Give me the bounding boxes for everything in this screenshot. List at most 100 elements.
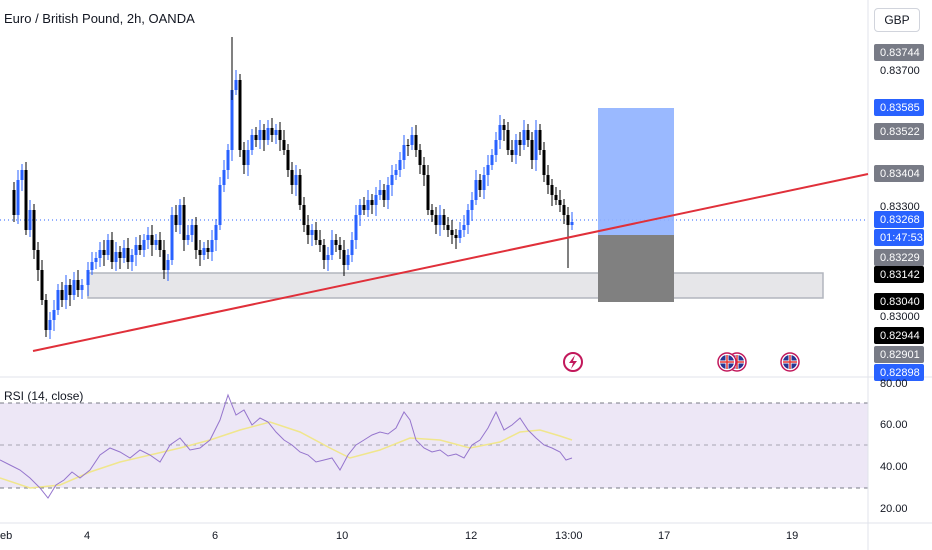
candle bbox=[40, 260, 44, 305]
candle bbox=[446, 217, 450, 237]
candle bbox=[502, 119, 506, 141]
candle bbox=[506, 122, 510, 155]
candle bbox=[102, 240, 106, 266]
price-tag-label: 0.83268 bbox=[880, 214, 920, 226]
price-tag: 0.82901 bbox=[874, 346, 924, 363]
lightning-event-icon[interactable] bbox=[563, 352, 583, 372]
price-tag-label: 0.82901 bbox=[880, 349, 920, 361]
uk-flag-icon[interactable] bbox=[780, 352, 800, 372]
candle bbox=[406, 139, 410, 156]
candle bbox=[138, 235, 142, 255]
candle bbox=[410, 127, 414, 150]
candle bbox=[24, 162, 28, 235]
candle bbox=[210, 230, 214, 261]
candle bbox=[194, 217, 198, 259]
price-tag: 01:47:53 bbox=[874, 229, 924, 246]
candle bbox=[254, 127, 258, 147]
candle bbox=[550, 179, 554, 206]
candle bbox=[150, 225, 154, 256]
position-stop-zone[interactable] bbox=[598, 235, 674, 302]
candle bbox=[282, 130, 286, 155]
candle bbox=[426, 165, 430, 215]
candle bbox=[350, 232, 354, 262]
price-tag: 0.83744 bbox=[874, 44, 924, 61]
candle bbox=[526, 124, 530, 147]
candle bbox=[482, 167, 486, 199]
candle bbox=[522, 120, 526, 150]
candle bbox=[514, 134, 518, 164]
candle bbox=[242, 142, 246, 174]
rsi-tick: 60.00 bbox=[880, 419, 908, 431]
time-label: 10 bbox=[336, 530, 348, 542]
candle bbox=[146, 227, 150, 249]
candle bbox=[430, 204, 434, 222]
candle bbox=[32, 204, 36, 259]
candle bbox=[434, 207, 438, 234]
time-label: 6 bbox=[212, 530, 218, 542]
chart-title: Euro / British Pound, 2h, OANDA bbox=[4, 11, 195, 26]
candle bbox=[386, 177, 390, 209]
candle bbox=[170, 207, 174, 265]
candle bbox=[16, 170, 20, 224]
candle bbox=[358, 199, 362, 226]
candle bbox=[510, 140, 514, 162]
candle bbox=[274, 124, 278, 144]
candle bbox=[490, 149, 494, 170]
candle bbox=[290, 162, 294, 194]
price-tick: 0.83000 bbox=[880, 311, 920, 323]
candle bbox=[262, 124, 266, 151]
candle bbox=[530, 132, 534, 169]
candle bbox=[174, 205, 178, 232]
price-tag-label: 0.83229 bbox=[880, 252, 920, 264]
candle bbox=[182, 197, 186, 251]
price-tag: 0.83229 bbox=[874, 249, 924, 266]
candle bbox=[470, 192, 474, 221]
candle bbox=[318, 230, 322, 252]
candle bbox=[310, 224, 314, 246]
candle bbox=[76, 270, 80, 297]
price-tag-label: 0.83142 bbox=[880, 269, 920, 281]
candle bbox=[478, 174, 482, 197]
price-tag-label: 0.83040 bbox=[880, 296, 920, 308]
price-tag-label: 0.83522 bbox=[880, 126, 920, 138]
candle bbox=[422, 157, 426, 186]
candle bbox=[36, 242, 40, 281]
position-target-zone[interactable] bbox=[598, 108, 674, 235]
rsi-tick: 20.00 bbox=[880, 503, 908, 515]
candle bbox=[218, 177, 222, 230]
candle bbox=[234, 70, 238, 95]
candle bbox=[162, 240, 166, 279]
candle bbox=[126, 238, 130, 269]
rsi-legend[interactable]: RSI (14, close) bbox=[4, 389, 84, 403]
uk-flag-icon[interactable] bbox=[717, 352, 737, 372]
candle bbox=[72, 272, 76, 300]
candle bbox=[322, 239, 326, 269]
price-tag-label: 0.83585 bbox=[880, 102, 920, 114]
candle bbox=[130, 249, 134, 271]
price-tag-label: 0.83404 bbox=[880, 168, 920, 180]
price-tag: 0.83585 bbox=[874, 99, 924, 116]
candle bbox=[206, 240, 210, 259]
candle bbox=[494, 132, 498, 162]
candle bbox=[190, 219, 194, 242]
rsi-moving-average bbox=[0, 421, 573, 489]
trend-line[interactable] bbox=[32, 173, 869, 352]
candle bbox=[94, 252, 98, 269]
candle bbox=[64, 275, 68, 309]
candle bbox=[570, 212, 574, 230]
currency-button[interactable]: GBP bbox=[874, 8, 920, 32]
support-zone[interactable] bbox=[87, 272, 824, 299]
candle bbox=[450, 220, 454, 244]
price-tag: 0.83040 bbox=[874, 293, 924, 310]
candle bbox=[306, 215, 310, 244]
candle bbox=[238, 74, 242, 157]
candle bbox=[498, 115, 502, 149]
time-label: eb bbox=[0, 530, 12, 542]
candle bbox=[68, 279, 72, 306]
candle bbox=[214, 219, 218, 251]
candle bbox=[326, 247, 330, 271]
candle bbox=[12, 182, 16, 222]
price-tag: 0.83142 bbox=[874, 266, 924, 283]
candle bbox=[134, 237, 138, 266]
